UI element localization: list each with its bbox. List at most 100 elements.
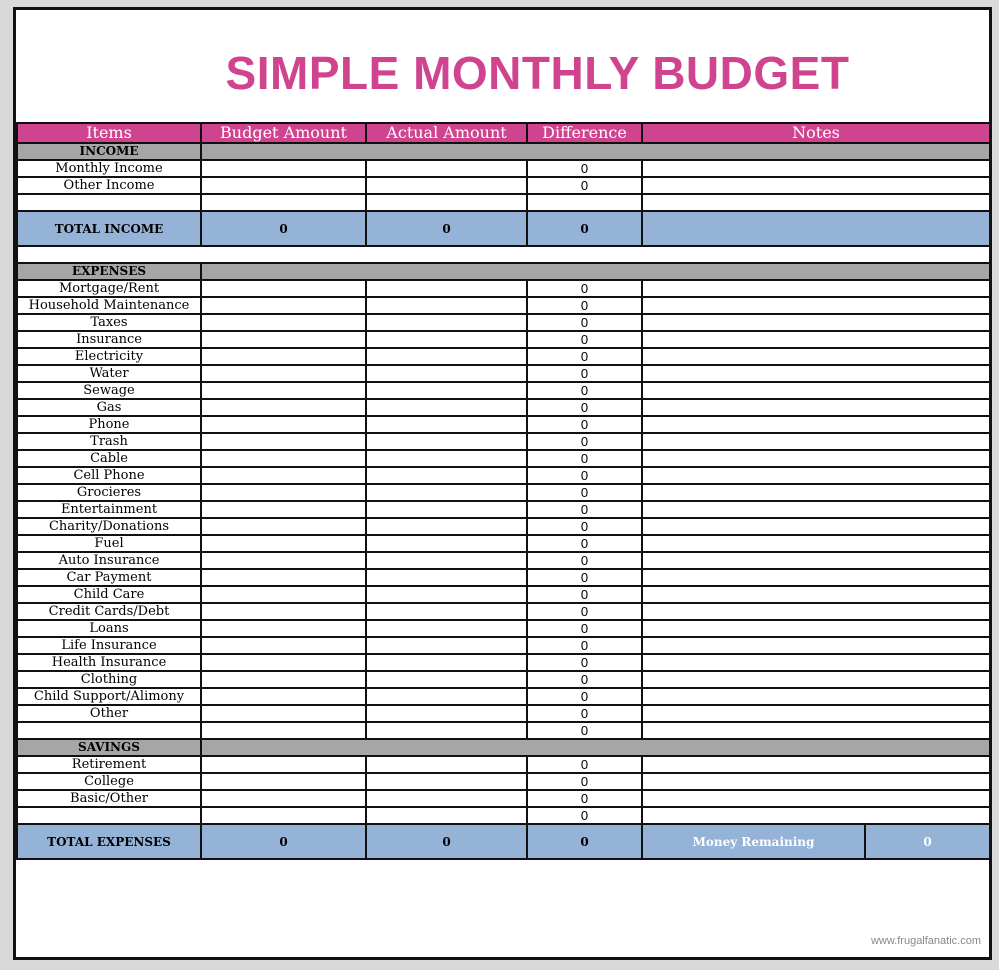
notes-cell[interactable] bbox=[641, 619, 991, 638]
actual-amount-cell[interactable] bbox=[365, 585, 528, 604]
budget-amount-cell[interactable] bbox=[200, 585, 367, 604]
notes-cell[interactable] bbox=[641, 534, 991, 553]
actual-amount-cell[interactable] bbox=[365, 381, 528, 400]
notes-cell[interactable] bbox=[641, 176, 991, 195]
notes-cell[interactable] bbox=[641, 415, 991, 434]
notes-cell[interactable] bbox=[641, 279, 991, 298]
notes-cell[interactable] bbox=[641, 551, 991, 570]
actual-amount-cell[interactable] bbox=[365, 670, 528, 689]
actual-amount-cell[interactable] bbox=[365, 449, 528, 468]
actual-amount-cell[interactable] bbox=[365, 364, 528, 383]
actual-amount-cell[interactable] bbox=[365, 653, 528, 672]
actual-amount-cell[interactable] bbox=[365, 687, 528, 706]
notes-cell[interactable] bbox=[641, 806, 991, 825]
actual-amount-cell[interactable] bbox=[365, 415, 528, 434]
budget-amount-cell[interactable] bbox=[200, 176, 367, 195]
actual-amount-cell[interactable] bbox=[365, 296, 528, 315]
budget-amount-cell[interactable] bbox=[200, 704, 367, 723]
notes-cell[interactable] bbox=[641, 347, 991, 366]
notes-cell[interactable] bbox=[641, 449, 991, 468]
budget-amount-cell[interactable] bbox=[200, 602, 367, 621]
actual-amount-cell[interactable] bbox=[365, 534, 528, 553]
budget-amount-cell[interactable] bbox=[200, 687, 367, 706]
notes-cell[interactable] bbox=[641, 159, 991, 178]
actual-amount-cell[interactable] bbox=[365, 159, 528, 178]
budget-amount-cell[interactable] bbox=[200, 313, 367, 332]
budget-amount-cell[interactable] bbox=[200, 381, 367, 400]
actual-amount-cell[interactable] bbox=[365, 193, 528, 212]
notes-cell[interactable] bbox=[641, 568, 991, 587]
budget-amount-cell[interactable] bbox=[200, 551, 367, 570]
budget-amount-cell[interactable] bbox=[200, 772, 367, 791]
notes-cell[interactable] bbox=[641, 381, 991, 400]
actual-amount-cell[interactable] bbox=[365, 568, 528, 587]
actual-amount-cell[interactable] bbox=[365, 176, 528, 195]
actual-amount-cell[interactable] bbox=[365, 517, 528, 536]
actual-amount-cell[interactable] bbox=[365, 398, 528, 417]
notes-cell[interactable] bbox=[641, 704, 991, 723]
actual-amount-cell[interactable] bbox=[365, 602, 528, 621]
actual-amount-cell[interactable] bbox=[365, 551, 528, 570]
budget-amount-cell[interactable] bbox=[200, 432, 367, 451]
notes-cell[interactable] bbox=[641, 432, 991, 451]
notes-cell[interactable] bbox=[641, 296, 991, 315]
budget-amount-cell[interactable] bbox=[200, 517, 367, 536]
budget-amount-cell[interactable] bbox=[200, 296, 367, 315]
budget-amount-cell[interactable] bbox=[200, 330, 367, 349]
notes-cell[interactable] bbox=[641, 364, 991, 383]
notes-cell[interactable] bbox=[641, 636, 991, 655]
actual-amount-cell[interactable] bbox=[365, 500, 528, 519]
budget-amount-cell[interactable] bbox=[200, 398, 367, 417]
budget-amount-cell[interactable] bbox=[200, 279, 367, 298]
actual-amount-cell[interactable] bbox=[365, 330, 528, 349]
budget-amount-cell[interactable] bbox=[200, 653, 367, 672]
budget-amount-cell[interactable] bbox=[200, 159, 367, 178]
notes-cell[interactable] bbox=[641, 670, 991, 689]
budget-amount-cell[interactable] bbox=[200, 193, 367, 212]
notes-cell[interactable] bbox=[641, 687, 991, 706]
notes-cell[interactable] bbox=[641, 585, 991, 604]
notes-cell[interactable] bbox=[641, 193, 991, 212]
budget-amount-cell[interactable] bbox=[200, 347, 367, 366]
notes-cell[interactable] bbox=[641, 483, 991, 502]
actual-amount-cell[interactable] bbox=[365, 772, 528, 791]
notes-cell[interactable] bbox=[641, 772, 991, 791]
actual-amount-cell[interactable] bbox=[365, 721, 528, 740]
notes-cell[interactable] bbox=[641, 653, 991, 672]
budget-amount-cell[interactable] bbox=[200, 806, 367, 825]
actual-amount-cell[interactable] bbox=[365, 704, 528, 723]
actual-amount-cell[interactable] bbox=[365, 466, 528, 485]
notes-cell[interactable] bbox=[641, 466, 991, 485]
budget-amount-cell[interactable] bbox=[200, 534, 367, 553]
budget-amount-cell[interactable] bbox=[200, 670, 367, 689]
notes-cell[interactable] bbox=[641, 602, 991, 621]
budget-amount-cell[interactable] bbox=[200, 466, 367, 485]
actual-amount-cell[interactable] bbox=[365, 347, 528, 366]
budget-amount-cell[interactable] bbox=[200, 721, 367, 740]
actual-amount-cell[interactable] bbox=[365, 483, 528, 502]
budget-amount-cell[interactable] bbox=[200, 755, 367, 774]
budget-amount-cell[interactable] bbox=[200, 364, 367, 383]
actual-amount-cell[interactable] bbox=[365, 313, 528, 332]
actual-amount-cell[interactable] bbox=[365, 619, 528, 638]
budget-amount-cell[interactable] bbox=[200, 449, 367, 468]
actual-amount-cell[interactable] bbox=[365, 279, 528, 298]
actual-amount-cell[interactable] bbox=[365, 636, 528, 655]
budget-amount-cell[interactable] bbox=[200, 619, 367, 638]
actual-amount-cell[interactable] bbox=[365, 432, 528, 451]
actual-amount-cell[interactable] bbox=[365, 806, 528, 825]
notes-cell[interactable] bbox=[641, 789, 991, 808]
notes-cell[interactable] bbox=[641, 313, 991, 332]
actual-amount-cell[interactable] bbox=[365, 789, 528, 808]
notes-cell[interactable] bbox=[641, 755, 991, 774]
budget-amount-cell[interactable] bbox=[200, 568, 367, 587]
actual-amount-cell[interactable] bbox=[365, 755, 528, 774]
budget-amount-cell[interactable] bbox=[200, 500, 367, 519]
notes-cell[interactable] bbox=[641, 721, 991, 740]
budget-amount-cell[interactable] bbox=[200, 789, 367, 808]
notes-cell[interactable] bbox=[641, 517, 991, 536]
budget-amount-cell[interactable] bbox=[200, 636, 367, 655]
budget-amount-cell[interactable] bbox=[200, 415, 367, 434]
notes-cell[interactable] bbox=[641, 500, 991, 519]
notes-cell[interactable] bbox=[641, 398, 991, 417]
